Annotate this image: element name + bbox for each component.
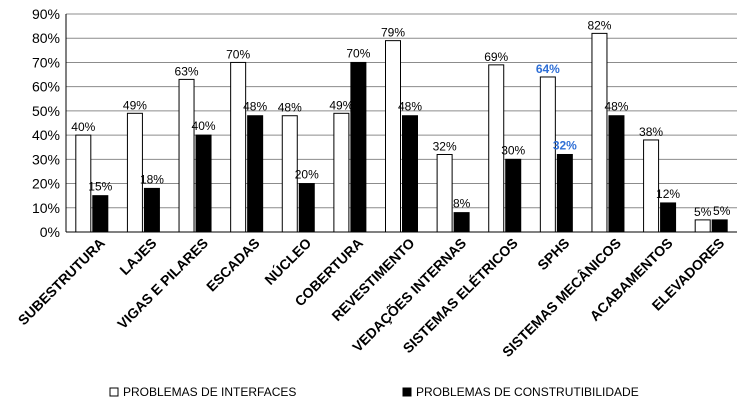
data-label-interfaces: 69% xyxy=(484,50,508,64)
data-label-construtibilidade: 48% xyxy=(243,100,267,114)
bar-construtibilidade xyxy=(608,115,625,233)
data-label-interfaces: 70% xyxy=(226,47,250,61)
category-label: NÚCLEO xyxy=(261,234,315,288)
category-label: VIGAS E PILARES xyxy=(114,235,211,332)
bar-interfaces xyxy=(643,139,660,233)
data-label-interfaces: 49% xyxy=(329,98,353,112)
data-label-construtibilidade: 5% xyxy=(713,204,731,218)
bar-interfaces xyxy=(75,134,92,233)
bar-construtibilidade xyxy=(298,183,315,233)
bar-interfaces xyxy=(230,61,247,233)
bar-interfaces xyxy=(385,40,401,233)
y-tick-label: 30% xyxy=(32,151,60,167)
data-label-construtibilidade: 48% xyxy=(398,100,422,114)
y-tick-label: 90% xyxy=(32,6,60,22)
bar-construtibilidade xyxy=(402,115,418,233)
bar-construtibilidade xyxy=(195,134,212,233)
data-label-interfaces: 64% xyxy=(536,62,560,76)
y-tick-label: 20% xyxy=(32,176,60,192)
category-label: SPHS xyxy=(534,235,572,273)
bar-construtibilidade xyxy=(247,115,264,233)
bar-interfaces xyxy=(436,153,453,233)
category-label: SUBESTRUTURA xyxy=(15,235,108,328)
bar-construtibilidade xyxy=(92,195,109,233)
bar-interfaces xyxy=(281,115,298,233)
y-tick-label: 10% xyxy=(32,200,60,216)
gridlines xyxy=(65,13,737,233)
data-label-construtibilidade: 8% xyxy=(453,197,471,211)
data-label-construtibilidade: 40% xyxy=(192,119,216,133)
legend-label-construtibilidade: PROBLEMAS DE CONSTRUTIBILIDADE xyxy=(416,385,639,399)
data-label-interfaces: 49% xyxy=(123,98,147,112)
y-tick-label: 70% xyxy=(32,54,60,70)
y-axis-ticks: 0% 10% 20% 30% 40% 50% 60% 70% 80% 90% xyxy=(32,6,60,240)
bar-interfaces xyxy=(539,76,556,233)
y-tick-label: 60% xyxy=(32,79,60,95)
category-label: LAJES xyxy=(116,235,159,278)
data-label-construtibilidade: 48% xyxy=(604,100,628,114)
data-label-construtibilidade: 15% xyxy=(88,180,112,194)
data-label-interfaces: 79% xyxy=(381,26,405,40)
y-tick-label: 40% xyxy=(32,127,60,143)
bar-interfaces xyxy=(488,64,505,233)
legend: PROBLEMAS DE INTERFACES PROBLEMAS DE CONS… xyxy=(109,385,639,399)
bar-interfaces xyxy=(126,112,143,233)
bar-construtibilidade xyxy=(453,212,470,233)
data-label-construtibilidade: 18% xyxy=(140,172,164,186)
data-label-interfaces: 38% xyxy=(639,125,663,139)
legend-swatch-construtibilidade xyxy=(402,387,412,397)
y-tick-label: 0% xyxy=(40,224,60,240)
bar-interfaces xyxy=(333,112,350,233)
bar-construtibilidade xyxy=(711,219,728,233)
bar-construtibilidade xyxy=(143,187,160,233)
bar-construtibilidade xyxy=(556,153,573,233)
y-tick-label: 80% xyxy=(32,30,60,46)
bar-construtibilidade xyxy=(660,202,677,233)
data-label-construtibilidade: 30% xyxy=(501,143,525,157)
bar-interfaces xyxy=(178,78,195,233)
data-label-interfaces: 63% xyxy=(175,64,199,78)
legend-swatch-interfaces xyxy=(109,387,119,397)
legend-label-interfaces: PROBLEMAS DE INTERFACES xyxy=(123,385,296,399)
y-tick-label: 50% xyxy=(32,103,60,119)
data-label-interfaces: 32% xyxy=(433,139,457,153)
data-label-interfaces: 48% xyxy=(278,101,302,115)
bar-construtibilidade xyxy=(350,61,367,233)
data-label-construtibilidade: 12% xyxy=(656,187,680,201)
bar-interfaces xyxy=(591,32,608,233)
data-label-construtibilidade: 70% xyxy=(346,46,370,60)
data-label-construtibilidade: 20% xyxy=(295,168,319,182)
data-label-construtibilidade: 32% xyxy=(553,138,577,152)
data-label-interfaces: 5% xyxy=(694,205,712,219)
bar-interfaces xyxy=(694,219,711,233)
bar-construtibilidade xyxy=(505,158,522,233)
data-label-interfaces: 40% xyxy=(71,120,95,134)
bars xyxy=(75,32,728,233)
data-label-interfaces: 82% xyxy=(587,18,611,32)
category-label: ESCADAS xyxy=(203,235,263,295)
data-labels: 40% 15% 49% 18% 63% 40% 70% 48% 48% 20% 49% 70% 79% 4… xyxy=(71,18,730,219)
